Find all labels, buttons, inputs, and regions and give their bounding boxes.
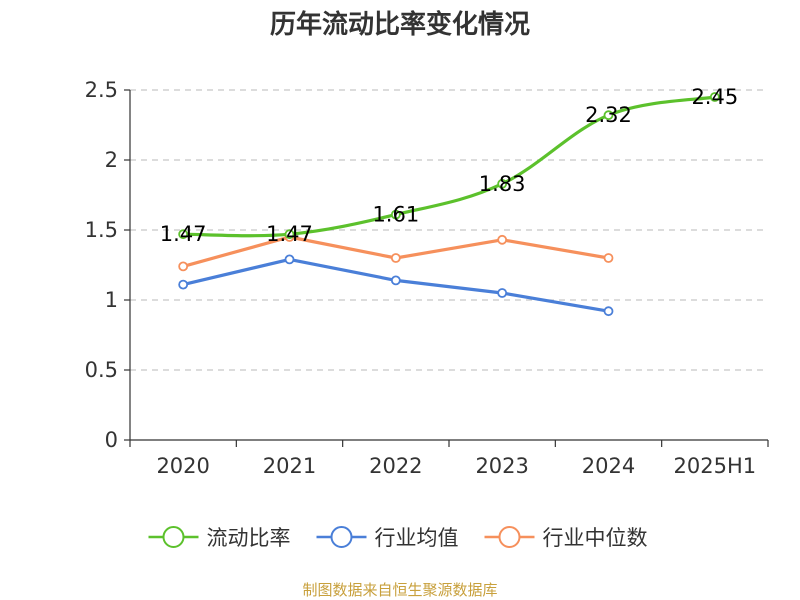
source-note: 制图数据来自恒生聚源数据库: [302, 581, 497, 599]
series-group: [178, 92, 720, 317]
data-label: 2.32: [585, 103, 632, 127]
data-point: [390, 209, 401, 220]
data-point: [390, 275, 401, 286]
y-tick-label: 2: [105, 148, 118, 172]
legend-item[interactable]: 行业中位数: [484, 526, 648, 550]
grid: [130, 89, 768, 371]
data-point: [390, 253, 401, 263]
x-tick-label: 2021: [263, 454, 316, 478]
data-point: [178, 261, 189, 272]
data-point: [709, 92, 720, 102]
data-point: [603, 110, 614, 121]
legend-marker: [162, 526, 185, 548]
legend-marker: [330, 526, 353, 548]
x-tick-label: 2020: [156, 454, 209, 478]
y-tick-label: 1: [105, 288, 118, 312]
data-point: [603, 253, 614, 263]
series-line: [183, 95, 716, 238]
data-point: [178, 229, 189, 240]
data-point: [497, 234, 508, 245]
data-label: 1.47: [266, 222, 313, 246]
data-label: 1.83: [479, 172, 526, 196]
data-label: 2.45: [691, 85, 738, 109]
legend-marker: [498, 526, 521, 548]
data-point: [178, 279, 189, 290]
data-label: 1.47: [160, 222, 207, 246]
y-tick-label: 2.5: [85, 78, 118, 102]
legend[interactable]: 流动比率 行业均值 行业中位数: [148, 526, 648, 550]
legend-label: 行业均值: [375, 526, 459, 550]
legend-item[interactable]: 流动比率: [148, 526, 291, 550]
data-labels: 1.47 1.47 1.61 1.83 2.32 2.45: [160, 85, 738, 246]
legend-label: 流动比率: [207, 526, 291, 550]
axes: 0 0.5 1 1.5 2 2.5 2020 2021 2022 2023 2024 2025H1: [85, 78, 769, 478]
chart-title: 历年流动比率变化情况: [270, 9, 530, 40]
y-tick-label: 0.5: [85, 358, 118, 382]
data-point: [284, 254, 295, 265]
y-tick-label: 1.5: [85, 218, 118, 242]
data-point: [497, 288, 508, 298]
legend-label: 行业中位数: [543, 526, 648, 550]
data-point: [603, 306, 614, 317]
data-label: 1.61: [372, 203, 419, 227]
data-point: [497, 178, 508, 189]
x-tick-label: 2023: [475, 454, 528, 478]
x-tick-label: 2022: [369, 454, 422, 478]
legend-item[interactable]: 行业均值: [316, 526, 459, 550]
x-tick-label: 2025H1: [674, 454, 757, 478]
y-tick-label: 0: [105, 428, 118, 452]
data-point: [284, 229, 295, 240]
x-tick-label: 2024: [582, 454, 635, 478]
